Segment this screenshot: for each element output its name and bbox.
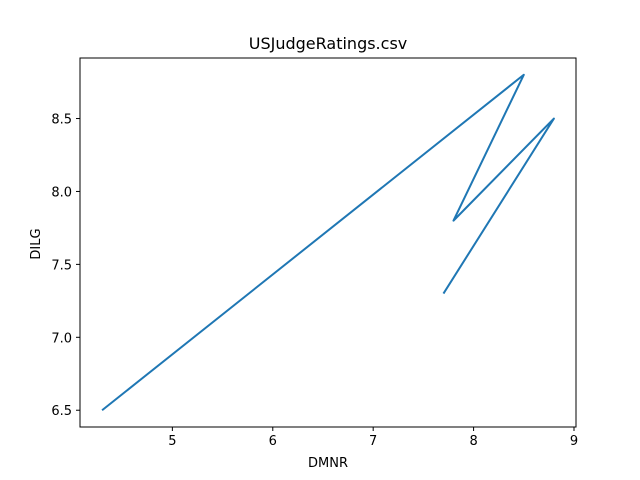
x-tick-label: 5: [168, 434, 176, 449]
y-tick-label: 7.5: [51, 258, 72, 273]
chart-title: USJudgeRatings.csv: [249, 34, 408, 53]
x-tick-label: 9: [570, 434, 578, 449]
y-tick-label: 7.0: [51, 331, 72, 346]
y-tick-label: 8.0: [51, 185, 72, 200]
x-tick-label: 6: [269, 434, 277, 449]
x-tick-label: 7: [369, 434, 377, 449]
x-tick-label: 8: [469, 434, 477, 449]
series-line-0: [101, 73, 555, 412]
y-axis-label: DILG: [29, 228, 44, 259]
y-tick-label: 8.5: [51, 113, 72, 128]
y-tick-label: 6.5: [51, 404, 72, 419]
x-axis-label: DMNR: [308, 456, 348, 471]
axes-frame: [79, 57, 577, 428]
plot-area: 5 6 7 8 9 6.5 7.0 7.5 8.0 8.5: [51, 57, 578, 449]
